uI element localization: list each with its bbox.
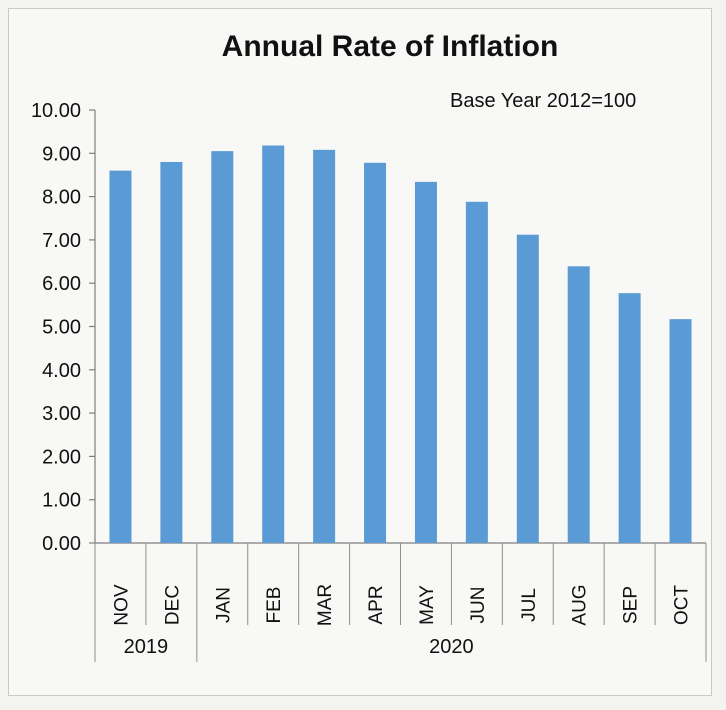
bar-jun <box>465 201 488 543</box>
bar-dec <box>160 161 183 543</box>
y-tick-label: 6.00 <box>42 273 81 295</box>
bar-jul <box>516 234 539 544</box>
bar-nov <box>109 170 132 543</box>
x-tick-label: JUL <box>519 588 540 622</box>
y-tick-label: 5.00 <box>42 317 81 339</box>
bar-feb <box>262 145 285 544</box>
chart-subtitle: Base Year 2012=100 <box>450 90 637 112</box>
x-tick-label: MAR <box>315 584 336 626</box>
group-label-2019: 2019 <box>124 636 169 658</box>
x-tick-label: NOV <box>111 584 132 626</box>
y-tick-label: 0.00 <box>42 533 81 555</box>
x-tick-label: APR <box>366 585 387 624</box>
x-tick-label: AUG <box>570 584 591 625</box>
bar-aug <box>567 266 590 543</box>
chart-title: Annual Rate of Inflation <box>221 30 559 63</box>
x-tick-label: OCT <box>672 585 693 626</box>
y-tick-label: 4.00 <box>42 360 81 382</box>
bar-may <box>414 181 437 544</box>
x-tick-label: FEB <box>264 587 285 624</box>
bar-jan <box>211 151 234 543</box>
bar-apr <box>364 162 387 544</box>
x-tick-label: JUN <box>468 587 489 624</box>
bar-oct <box>669 319 692 543</box>
y-tick-label: 10.00 <box>31 100 81 122</box>
y-tick-label: 7.00 <box>42 230 81 252</box>
x-tick-label: SEP <box>621 586 642 624</box>
y-tick-label: 3.00 <box>42 403 81 425</box>
x-tick-label: MAY <box>417 585 438 625</box>
bar-mar <box>313 149 336 543</box>
x-tick-label: DEC <box>162 585 183 625</box>
y-tick-label: 9.00 <box>42 143 81 165</box>
group-label-2020: 2020 <box>429 636 474 658</box>
y-tick-label: 8.00 <box>42 187 81 209</box>
bar-sep <box>618 293 641 543</box>
y-tick-label: 1.00 <box>42 490 81 512</box>
y-tick-label: 2.00 <box>42 446 81 468</box>
x-tick-label: JAN <box>213 587 234 623</box>
